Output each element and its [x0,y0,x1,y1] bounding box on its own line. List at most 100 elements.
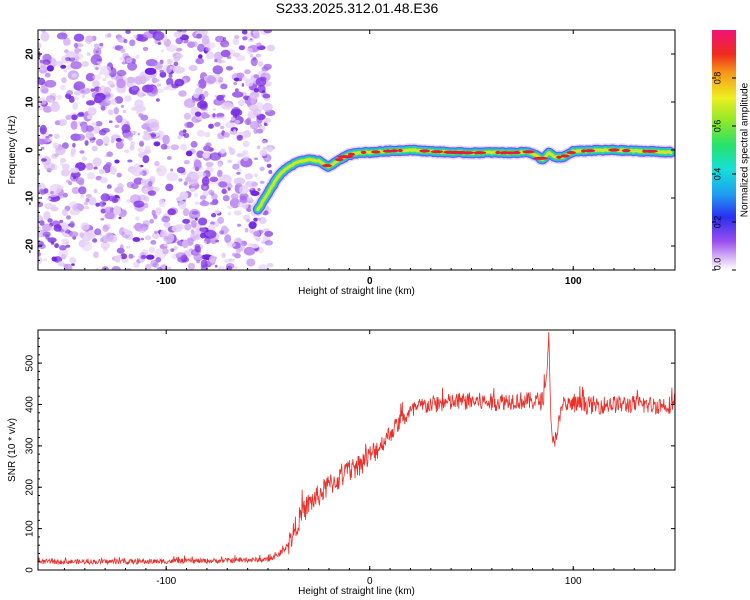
noise-speckle [33,183,38,188]
noise-speckle [101,78,107,82]
noise-speckle [38,77,46,85]
trace-peak [522,150,535,154]
noise-speckle [238,99,245,107]
noise-speckle [69,257,77,264]
noise-speckle [191,41,198,47]
noise-speckle [50,206,59,212]
noise-speckle [264,240,273,246]
noise-speckle [199,195,207,200]
noise-speckle [180,143,188,151]
noise-speckle [242,152,249,162]
noise-speckle [198,54,203,59]
noise-speckle [228,148,236,155]
trace-peak [360,150,367,154]
noise-speckle [178,200,187,210]
noise-speckle [92,238,98,243]
noise-speckle [123,39,128,44]
noise-speckle [175,197,183,202]
noise-speckle [94,162,99,167]
noise-speckle [217,265,225,270]
noise-speckle [148,246,156,254]
noise-speckle [253,231,261,237]
noise-speckle [116,247,125,254]
noise-speckle [171,83,179,89]
noise-speckle [78,186,87,195]
noise-speckle [242,140,250,148]
noise-speckle [95,121,103,127]
noise-speckle [198,217,208,226]
noise-speckle [165,183,174,192]
noise-speckle [38,251,41,257]
noise-speckle [86,172,95,180]
noise-speckle [195,87,204,95]
noise-speckle [88,73,92,77]
noise-speckle [209,176,219,183]
y-tick-label: 0 [25,147,36,153]
noise-speckle [150,240,157,245]
noise-speckle [266,163,272,168]
noise-speckle [104,211,115,220]
noise-speckle [204,132,211,138]
noise-speckle [162,134,170,145]
noise-speckle [63,69,68,73]
noise-speckle [219,148,226,154]
noise-speckle [121,138,125,142]
trace-peak [566,151,576,155]
noise-speckle [114,124,120,128]
noise-speckle [106,151,113,157]
noise-speckle [123,228,129,233]
noise-speckle [178,178,183,182]
noise-speckle [237,168,242,172]
noise-speckle [129,39,136,47]
noise-speckle [266,146,274,153]
noise-speckle [221,102,233,110]
noise-speckle [196,130,206,137]
trace-peak [583,149,596,153]
noise-speckle [93,46,102,57]
noise-speckle [226,265,233,270]
noise-speckle [235,248,241,254]
noise-speckle [52,142,59,149]
noise-speckle [134,99,144,109]
noise-speckle [134,163,141,170]
noise-speckle [70,151,76,157]
noise-speckle [185,150,193,157]
noise-speckle [200,259,209,268]
noise-speckle [188,179,199,187]
noise-speckle [68,231,79,238]
noise-speckle [137,228,147,233]
noise-speckle [220,49,231,58]
noise-speckle [193,254,204,262]
noise-speckle [93,43,99,48]
noise-speckle [152,232,160,240]
noise-speckle [170,144,179,151]
noise-speckle [178,90,187,97]
noise-speckle [92,80,100,88]
noise-speckle [193,192,199,198]
noise-speckle [79,150,85,154]
noise-speckle [257,85,266,93]
x-axis-label: Height of straight line (km) [298,286,415,297]
noise-speckle [46,65,55,72]
noise-speckle [203,145,211,152]
noise-speckle [149,218,154,224]
noise-speckle [152,31,165,41]
noise-speckle [78,179,85,186]
noise-speckle [75,133,86,141]
noise-speckle [216,94,224,101]
trace-peak [621,149,631,153]
noise-speckle [47,237,57,243]
noise-speckle [268,169,273,175]
noise-speckle [38,98,41,102]
noise-speckle [157,42,162,45]
noise-speckle [190,233,194,238]
noise-speckle [162,248,169,255]
noise-speckle [163,221,171,228]
noise-speckle [106,184,112,189]
trace-peak [560,154,570,158]
colorbar-tick-label: 0.4 [712,168,722,181]
noise-speckle [49,99,54,103]
noise-speckle [222,175,228,180]
noise-speckle [253,74,260,79]
